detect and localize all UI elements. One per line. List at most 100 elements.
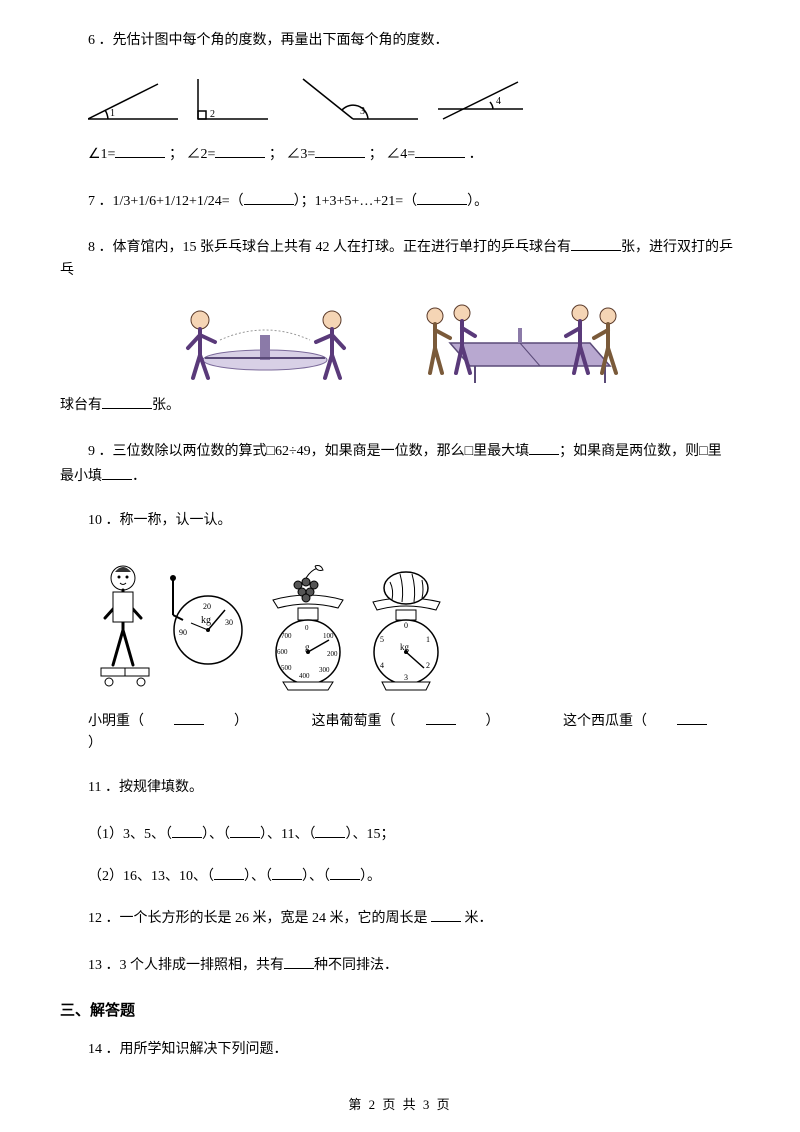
q6-text: 6 ．先估计图中每个角的度数，再量出下面每个角的度数． (88, 33, 449, 48)
question-10-title: 10 ．称一称，认一认。 (60, 510, 740, 532)
g-700: 700 (281, 632, 292, 640)
kg-90: 90 (179, 628, 187, 637)
question-8: 8 ．体育馆内，15 张乒乓球台上共有 42 人在打球。正在进行单打的乒乓球台有… (60, 235, 740, 417)
blank-q7b[interactable] (417, 189, 467, 205)
q6-end: ． (469, 147, 483, 162)
question-9: 9 ．三位数除以两位数的算式□62÷49，如果商是一位数，那么□里最大填 ；如果商… (60, 439, 740, 488)
q11-s1b: ）、（ (202, 827, 230, 842)
blank-q9b[interactable] (102, 464, 132, 480)
kg2-2: 2 (426, 661, 430, 670)
blank-q8a[interactable] (571, 235, 621, 251)
q8-2a: 球台有 (60, 398, 102, 413)
angle-4-label: 4 (496, 96, 501, 107)
angle1-prefix: ∠1= (88, 147, 115, 162)
q8-2b: 张。 (152, 398, 180, 413)
blank-angle1[interactable] (115, 142, 165, 158)
kg2-5: 5 (380, 635, 384, 644)
q8-1a: 8 ．体育馆内，15 张乒乓球台上共有 42 人在打球。正在进行单打的乒乓球台有 (88, 240, 571, 255)
blank-q9a[interactable] (529, 439, 559, 455)
blank-q11-2a[interactable] (214, 864, 244, 880)
q6-answers: ∠1= ； ∠2= ； ∠3= ； ∠4= ． (60, 142, 740, 166)
q11-title-text: 11 ．按规律填数。 (88, 780, 203, 795)
g-0: 0 (305, 624, 309, 632)
question-14: 14 ．用所学知识解决下列问题． (60, 1039, 740, 1061)
g-200: 200 (327, 650, 338, 658)
q10-labels: 小明重（ ） 这串葡萄重（ ） 这个西瓜重（ ） (88, 709, 740, 756)
q11-s2b: ）、（ (244, 869, 272, 884)
question-6: 6 ．先估计图中每个角的度数，再量出下面每个角的度数． (60, 30, 740, 52)
angle2-prefix: ∠2= (186, 147, 215, 162)
q13b: 种不同排法． (314, 958, 398, 973)
q9b: ；如果商是两位数，则□里 (559, 444, 721, 459)
angle-3-label: 3 (360, 106, 365, 117)
section-3-heading: 三、解答题 (60, 999, 740, 1023)
angle-2-label: 2 (210, 109, 215, 120)
q11-s2c: ）、（ (302, 869, 330, 884)
pingpong-illustration (160, 290, 640, 385)
question-11-title: 11 ．按规律填数。 (60, 777, 740, 799)
blank-q10a[interactable] (174, 709, 204, 725)
q11-s1d: ）、15； (345, 827, 394, 842)
q12a: 12 ．一个长方形的长是 26 米，宽是 24 米，它的周长是 (88, 911, 428, 926)
q10-l2a: 这串葡萄重（ (312, 714, 396, 729)
kg-20: 20 (203, 602, 211, 611)
q11-s2d: ）。 (360, 869, 381, 884)
blank-q7a[interactable] (244, 189, 294, 205)
q9c: 最小填 (60, 469, 102, 484)
sep2: ； (269, 147, 283, 162)
weighing-illustration: kg 20 30 90 g 0 100 200 300 400 (88, 555, 448, 695)
angle3-prefix: ∠3= (286, 147, 315, 162)
q11-s1c: ）、11、（ (260, 827, 315, 842)
q14-text: 14 ．用所学知识解决下列问题． (88, 1042, 288, 1057)
blank-q11-2c[interactable] (330, 864, 360, 880)
sep1: ； (169, 147, 183, 162)
q11-s1a: （1）3、5、（ (88, 827, 172, 842)
blank-q13[interactable] (284, 953, 314, 969)
angle4-prefix: ∠4= (386, 147, 415, 162)
g-100: 100 (323, 632, 334, 640)
blank-q10b[interactable] (426, 709, 456, 725)
kg-unit: kg (201, 615, 211, 626)
blank-q11-1b[interactable] (230, 822, 260, 838)
g-600: 600 (277, 648, 288, 656)
blank-q11-1a[interactable] (172, 822, 202, 838)
kg2-3: 3 (404, 673, 408, 682)
kg2-4: 4 (380, 661, 384, 670)
q9d: ． (132, 469, 146, 484)
blank-angle4[interactable] (415, 142, 465, 158)
kg2-1: 1 (426, 635, 430, 644)
q11-s2a: （2）16、13、10、（ (88, 869, 214, 884)
q7-suffix: ）。 (467, 194, 488, 209)
blank-q10c[interactable] (677, 709, 707, 725)
blank-q11-2b[interactable] (272, 864, 302, 880)
kg-30: 30 (225, 618, 233, 627)
blank-q11-1c[interactable] (315, 822, 345, 838)
sep3: ； (369, 147, 383, 162)
blank-q12[interactable] (431, 906, 461, 922)
q12b: 米． (465, 911, 493, 926)
angles-figure: 1 2 3 4 (88, 74, 740, 124)
question-7: 7 ．1/3+1/6+1/12+1/24=（ ）；1+3+5+…+21=（ ）。 (60, 189, 740, 213)
g-500: 500 (281, 664, 292, 672)
q11-sub2: （2）16、13、10、（ ）、（ ）、（ ）。 (88, 864, 740, 888)
question-13: 13 ．3 个人排成一排照相，共有 种不同排法． (60, 953, 740, 977)
blank-angle2[interactable] (215, 142, 265, 158)
g-300: 300 (319, 666, 330, 674)
blank-q8b[interactable] (102, 393, 152, 409)
q10-l1a: 小明重（ (88, 714, 144, 729)
question-12: 12 ．一个长方形的长是 26 米，宽是 24 米，它的周长是 米． (60, 906, 740, 930)
q10-l3a: 这个西瓜重（ (563, 714, 647, 729)
q10-title-text: 10 ．称一称，认一认。 (88, 513, 232, 528)
page-footer: 第 2 页 共 3 页 (0, 1095, 800, 1116)
blank-angle3[interactable] (315, 142, 365, 158)
q13a: 13 ．3 个人排成一排照相，共有 (88, 958, 284, 973)
q9a: 9 ．三位数除以两位数的算式□62÷49，如果商是一位数，那么□里最大填 (88, 444, 529, 459)
kg2-0: 0 (404, 621, 408, 630)
g-400: 400 (299, 672, 310, 680)
q10-l1b: ） (234, 714, 248, 729)
q10-l2b: ） (486, 714, 500, 729)
q7-prefix: 7 ．1/3+1/6+1/12+1/24=（ (88, 194, 244, 209)
q11-sub1: （1）3、5、（ ）、（ ）、11、（ ）、15； (88, 822, 740, 846)
q10-l3b: ） (88, 736, 102, 751)
q7-mid: ）；1+3+5+…+21=（ (294, 194, 417, 209)
